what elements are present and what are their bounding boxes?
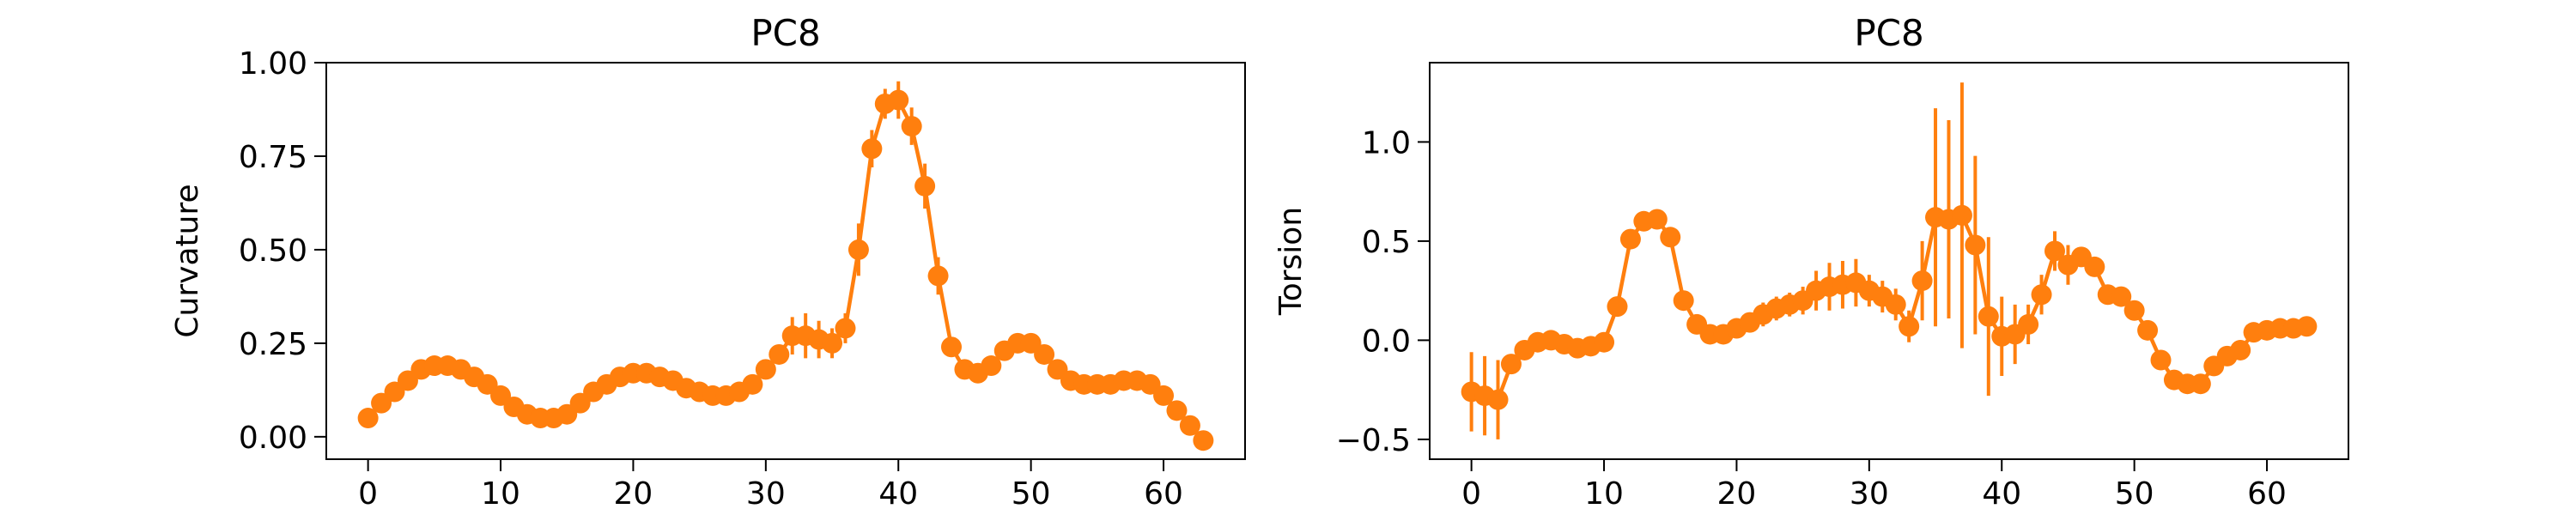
data-point — [2150, 349, 2172, 371]
x-tick-label: 40 — [878, 476, 918, 512]
data-point — [2084, 256, 2105, 277]
y-tick-label: 1.0 — [1362, 125, 1411, 161]
data-point — [1911, 270, 1933, 292]
data-point — [1673, 290, 1694, 312]
x-tick-label: 30 — [1850, 476, 1889, 512]
data-point — [1965, 234, 1986, 256]
torsion-chart: PC8 Torsion 0 10 20 30 40 50 60 −0.5 0.0 0.5 1.0 — [1273, 12, 2349, 512]
data-point — [981, 355, 1002, 377]
plot-frame — [1429, 62, 2349, 460]
y-axis-label: Curvature — [170, 184, 205, 337]
chart-title: PC8 — [750, 12, 820, 54]
y-axis-label: Torsion — [1273, 207, 1309, 316]
data-point — [2123, 300, 2145, 321]
data-point — [1978, 306, 1999, 327]
data-point — [1166, 400, 1188, 421]
data-point — [888, 89, 909, 111]
data-point — [2137, 319, 2159, 341]
y-tick-label: 1.00 — [239, 46, 307, 82]
data-point — [1153, 385, 1175, 406]
data-point — [1660, 227, 1681, 248]
data-point — [1500, 354, 1522, 375]
data-point — [1646, 209, 1668, 230]
y-tick-label: 0.00 — [239, 421, 307, 456]
data-point — [1487, 389, 1509, 410]
x-tick-label: 20 — [1717, 476, 1757, 512]
x-tick-label: 20 — [614, 476, 653, 512]
data-point — [1885, 294, 1906, 315]
x-tick-label: 50 — [1012, 476, 1051, 512]
data-point — [822, 332, 843, 354]
data-point — [1594, 331, 1615, 353]
x-tick-label: 40 — [1982, 476, 2021, 512]
data-point — [901, 116, 922, 137]
data-point — [848, 239, 869, 260]
data-point — [1899, 316, 1920, 337]
chart-title: PC8 — [1854, 12, 1923, 54]
data-point — [1607, 296, 1628, 318]
data-point — [835, 318, 856, 339]
data-point — [742, 373, 763, 395]
data-point — [2230, 339, 2251, 360]
plot-frame — [325, 62, 1246, 460]
data-point — [1034, 343, 1055, 365]
x-tick-label: 60 — [2247, 476, 2287, 512]
x-tick-label: 30 — [746, 476, 786, 512]
x-tick-label: 10 — [1584, 476, 1624, 512]
data-point — [2190, 373, 2211, 395]
x-tick-label: 0 — [1461, 476, 1481, 512]
y-tick-label: 0.50 — [239, 233, 307, 269]
data-point — [2031, 284, 2052, 306]
y-tick-label: −0.5 — [1336, 423, 1411, 458]
data-point — [941, 336, 963, 358]
x-tick-label: 10 — [481, 476, 520, 512]
y-tick-label: 0.25 — [239, 327, 307, 362]
data-point — [2111, 286, 2132, 307]
data-point — [861, 138, 883, 160]
data-point — [914, 175, 936, 197]
curvature-chart: PC8 Curvature 0 10 20 30 40 50 60 0.00 0.25 0.50 0.7… — [170, 12, 1246, 512]
data-point — [1179, 415, 1200, 436]
data-point — [1951, 204, 1972, 226]
data-point — [927, 265, 949, 287]
y-tick-label: 0.0 — [1362, 324, 1411, 359]
y-tick-label: 0.5 — [1362, 225, 1411, 260]
y-tick-label: 0.75 — [239, 140, 307, 175]
data-point — [769, 343, 790, 365]
x-tick-label: 0 — [358, 476, 378, 512]
data-point — [357, 408, 379, 429]
data-point — [1619, 228, 1641, 250]
data-point — [755, 359, 776, 380]
data-point — [1193, 430, 1214, 451]
x-tick-label: 60 — [1144, 476, 1183, 512]
x-tick-label: 50 — [2115, 476, 2154, 512]
data-point — [2296, 316, 2318, 337]
data-point — [2018, 313, 2039, 335]
data-point — [2044, 240, 2066, 262]
